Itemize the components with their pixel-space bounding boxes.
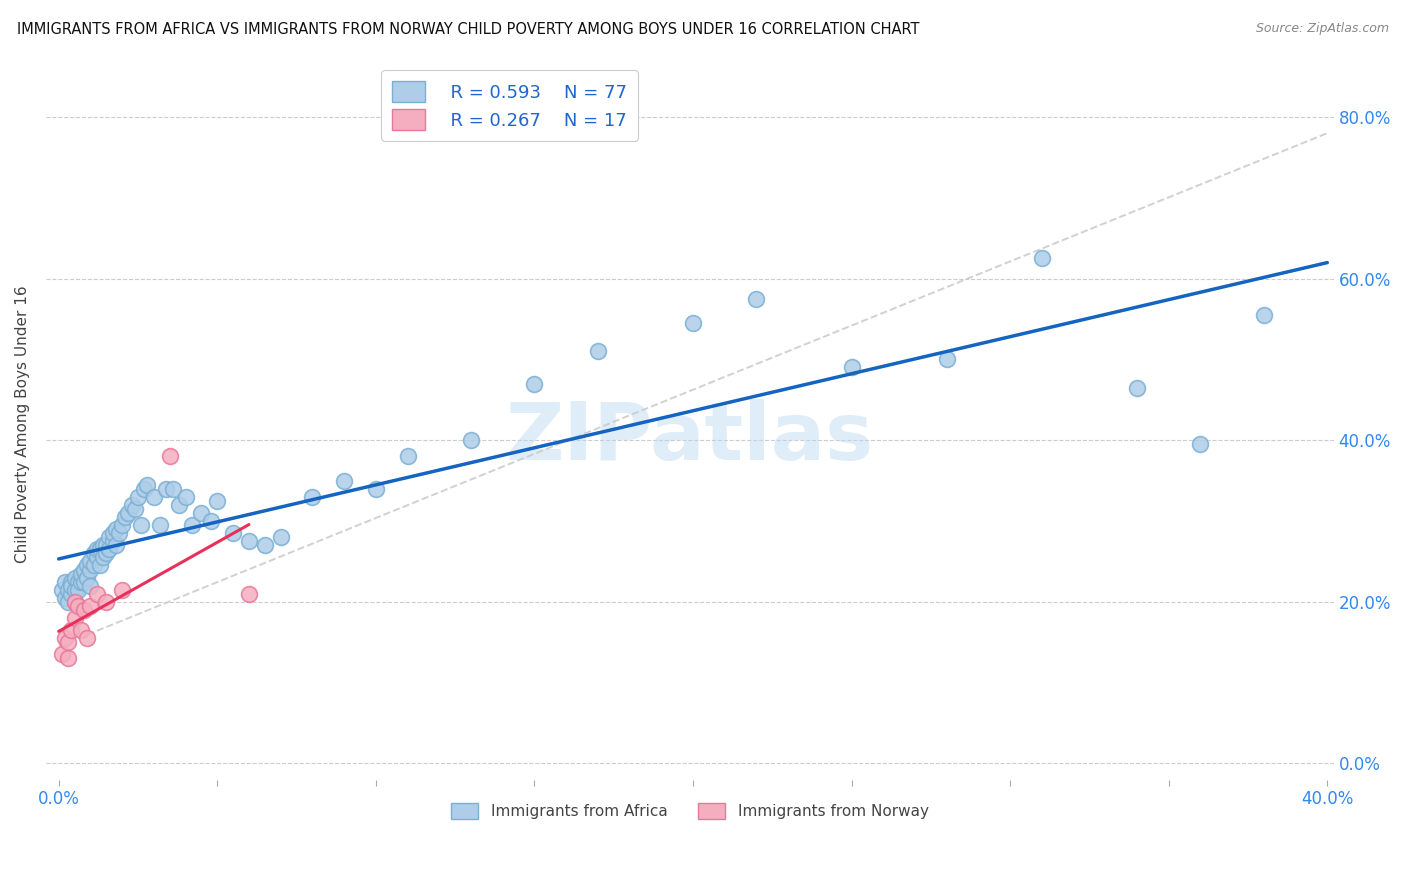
Point — [53, 631, 76, 645]
Point — [73, 603, 96, 617]
Point — [1189, 437, 1212, 451]
Point — [76, 558, 98, 573]
Point — [89, 558, 111, 573]
Point — [155, 482, 177, 496]
Point — [53, 574, 76, 589]
Point — [70, 574, 93, 589]
Point — [73, 574, 96, 589]
Point — [136, 477, 159, 491]
Text: IMMIGRANTS FROM AFRICA VS IMMIGRANTS FROM NORWAY CHILD POVERTY AMONG BOYS UNDER : IMMIGRANTS FROM AFRICA VS IMMIGRANTS FRO… — [17, 22, 920, 37]
Point — [60, 579, 83, 593]
Point — [66, 574, 89, 589]
Point — [96, 595, 118, 609]
Point — [682, 316, 704, 330]
Point — [56, 635, 79, 649]
Point — [180, 518, 202, 533]
Text: ZIPatlas: ZIPatlas — [506, 400, 875, 477]
Point — [745, 292, 768, 306]
Point — [56, 651, 79, 665]
Point — [79, 554, 101, 568]
Point — [60, 623, 83, 637]
Point — [129, 518, 152, 533]
Point — [66, 582, 89, 597]
Point — [86, 587, 108, 601]
Point — [101, 534, 124, 549]
Point — [104, 538, 127, 552]
Point — [114, 510, 136, 524]
Point — [53, 591, 76, 605]
Point — [200, 514, 222, 528]
Y-axis label: Child Poverty Among Boys Under 16: Child Poverty Among Boys Under 16 — [15, 285, 30, 563]
Point — [111, 582, 134, 597]
Point — [270, 530, 292, 544]
Point — [142, 490, 165, 504]
Point — [117, 506, 139, 520]
Point — [190, 506, 212, 520]
Point — [98, 530, 121, 544]
Point — [98, 542, 121, 557]
Point — [96, 546, 118, 560]
Point — [207, 493, 229, 508]
Point — [124, 502, 146, 516]
Point — [63, 611, 86, 625]
Point — [167, 498, 190, 512]
Point — [91, 550, 114, 565]
Point — [396, 450, 419, 464]
Point — [89, 542, 111, 557]
Point — [174, 490, 197, 504]
Point — [63, 582, 86, 597]
Point — [333, 474, 356, 488]
Point — [51, 648, 73, 662]
Point — [83, 558, 105, 573]
Point — [586, 344, 609, 359]
Point — [238, 587, 260, 601]
Point — [222, 526, 245, 541]
Point — [70, 566, 93, 581]
Point — [127, 490, 149, 504]
Point — [101, 526, 124, 541]
Point — [96, 538, 118, 552]
Point — [364, 482, 387, 496]
Point — [238, 534, 260, 549]
Point — [301, 490, 323, 504]
Point — [63, 571, 86, 585]
Point — [83, 546, 105, 560]
Point — [63, 595, 86, 609]
Point — [460, 434, 482, 448]
Point — [79, 562, 101, 576]
Point — [76, 631, 98, 645]
Point — [159, 450, 181, 464]
Point — [86, 550, 108, 565]
Point — [73, 562, 96, 576]
Point — [162, 482, 184, 496]
Text: Source: ZipAtlas.com: Source: ZipAtlas.com — [1256, 22, 1389, 36]
Point — [76, 571, 98, 585]
Point — [63, 595, 86, 609]
Point — [56, 595, 79, 609]
Point — [253, 538, 276, 552]
Point — [1031, 252, 1053, 266]
Legend: Immigrants from Africa, Immigrants from Norway: Immigrants from Africa, Immigrants from … — [444, 797, 935, 825]
Point — [66, 599, 89, 613]
Point — [1126, 381, 1149, 395]
Point — [60, 574, 83, 589]
Point — [121, 498, 143, 512]
Point — [111, 518, 134, 533]
Point — [51, 582, 73, 597]
Point — [104, 522, 127, 536]
Point — [79, 579, 101, 593]
Point — [108, 526, 131, 541]
Point — [91, 538, 114, 552]
Point — [56, 582, 79, 597]
Point — [79, 599, 101, 613]
Point — [134, 482, 156, 496]
Point — [935, 352, 957, 367]
Point — [523, 376, 546, 391]
Point — [149, 518, 172, 533]
Point — [841, 360, 863, 375]
Point — [60, 587, 83, 601]
Point — [86, 542, 108, 557]
Point — [70, 623, 93, 637]
Point — [1253, 308, 1275, 322]
